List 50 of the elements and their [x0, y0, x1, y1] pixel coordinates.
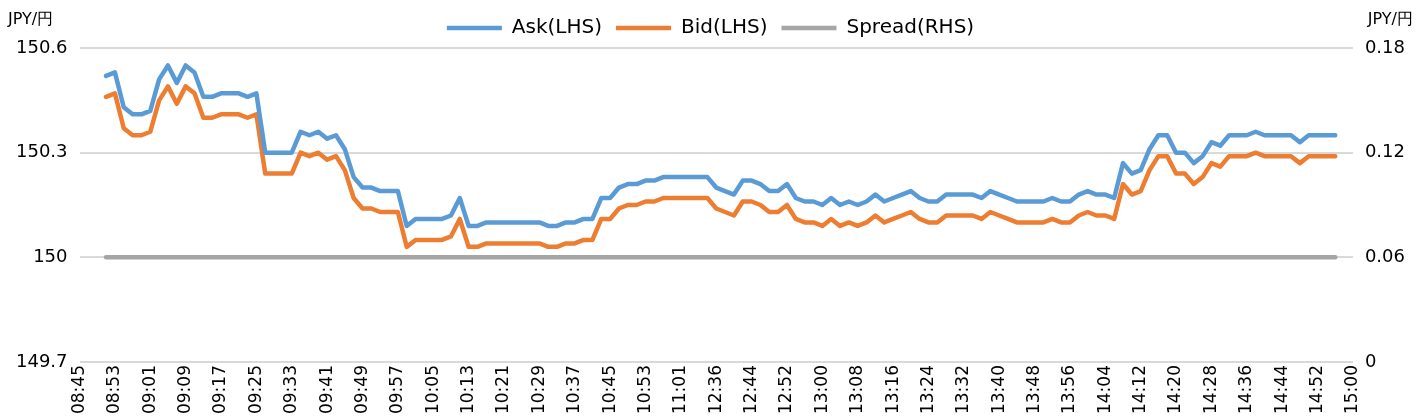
legend-label: Spread(RHS): [846, 14, 975, 39]
y2-tick-label: 0.12: [1364, 140, 1405, 162]
x-tick-label: 14:12: [1129, 365, 1150, 415]
x-tick-label: 13:40: [987, 365, 1008, 415]
y2-tick-label: 0: [1364, 349, 1377, 371]
x-tick-label: 12:52: [775, 365, 796, 415]
x-tick-label: 10:21: [492, 365, 513, 415]
y2-tick-label: 0.06: [1364, 245, 1405, 267]
x-tick-label: 14:04: [1093, 365, 1114, 415]
x-tick-label: 09:25: [244, 365, 265, 415]
x-tick-label: 10:53: [633, 365, 654, 415]
x-tick-label: 13:56: [1058, 365, 1079, 415]
y-tick-label: 150: [33, 245, 68, 267]
x-tick-label: 10:13: [457, 365, 478, 415]
x-tick-label: 13:00: [810, 365, 831, 415]
x-tick-label: 09:41: [315, 365, 336, 415]
x-tick-label: 13:24: [916, 365, 937, 415]
x-tick-label: 14:28: [1199, 365, 1220, 415]
x-tick-label: 13:48: [1023, 365, 1043, 415]
x-tick-label: 09:01: [138, 365, 159, 415]
x-tick-label: 09:57: [386, 365, 407, 415]
legend-label: Bid(LHS): [681, 14, 768, 39]
x-tick-label: 10:29: [527, 365, 548, 415]
x-tick-label: 14:44: [1270, 365, 1291, 415]
x-tick-label: 09:17: [209, 365, 230, 415]
x-tick-label: 08:45: [67, 365, 88, 415]
x-tick-label: 10:45: [598, 365, 619, 415]
x-tick-label: 09:09: [174, 365, 195, 415]
y-tick-label: 149.7: [16, 349, 68, 371]
x-tick-label: 11:01: [669, 365, 690, 415]
x-tick-label: 12:44: [740, 365, 761, 415]
y-axis-title: JPY/円: [7, 9, 54, 29]
legend-label: Ask(LHS): [511, 14, 603, 39]
x-tick-label: 10:37: [563, 365, 584, 415]
y2-axis-title: JPY/円: [1366, 9, 1413, 29]
x-tick-label: 14:20: [1164, 365, 1185, 415]
x-tick-label: 12:36: [704, 365, 725, 415]
x-tick-label: 09:49: [350, 365, 371, 415]
x-tick-label: 10:05: [421, 365, 442, 415]
x-tick-label: 08:53: [103, 365, 124, 415]
x-tick-label: 13:16: [881, 365, 902, 415]
x-tick-label: 09:33: [280, 365, 301, 415]
x-tick-label: 13:08: [846, 365, 867, 415]
y2-tick-label: 0.18: [1364, 35, 1405, 57]
x-tick-label: 15:00: [1341, 365, 1362, 415]
y-tick-label: 150.6: [16, 35, 68, 57]
x-tick-label: 14:36: [1235, 365, 1256, 415]
y-tick-label: 150.3: [16, 140, 68, 162]
x-tick-label: 13:32: [952, 365, 973, 415]
x-tick-label: 14:52: [1305, 365, 1326, 415]
